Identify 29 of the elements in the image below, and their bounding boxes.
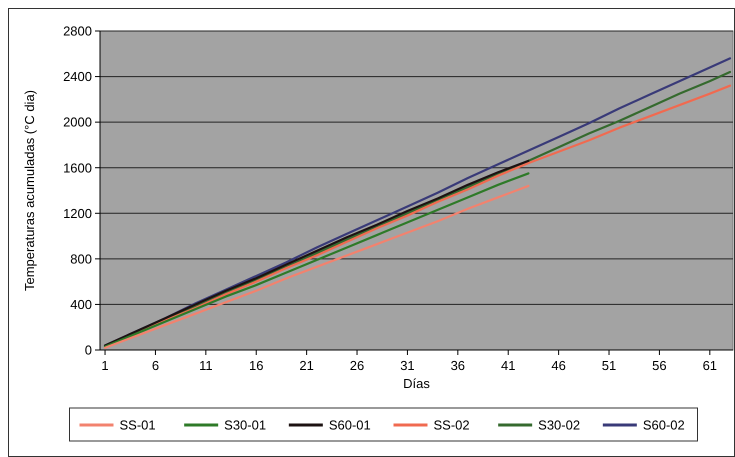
x-tick-label: 31 [400, 358, 415, 373]
x-tick-label: 6 [152, 358, 160, 373]
legend-label: S30-02 [538, 418, 580, 433]
legend-label: S30-01 [224, 418, 266, 433]
legend-label: SS-01 [120, 418, 156, 433]
y-tick-label: 2800 [63, 24, 92, 39]
y-tick-label: 400 [70, 296, 92, 312]
legend-label: S60-01 [328, 418, 371, 433]
legend-label: S60-02 [642, 418, 685, 433]
y-tick-label: 2400 [63, 69, 92, 84]
y-tick-label: 1200 [63, 206, 92, 221]
x-tick-label: 51 [602, 358, 616, 373]
x-tick-label: 56 [652, 358, 667, 373]
x-tick-label: 21 [299, 358, 314, 373]
legend-label: SS-02 [434, 418, 470, 433]
x-tick-label: 46 [551, 358, 566, 373]
y-tick-label: 1600 [63, 160, 92, 176]
x-tick-label: 61 [702, 358, 718, 373]
y-tick-label: 800 [70, 251, 92, 266]
x-tick-label: 1 [101, 358, 109, 373]
x-tick-label: 11 [199, 358, 213, 373]
x-tick-label: 36 [450, 358, 466, 373]
x-axis-title: Días [403, 376, 430, 391]
x-tick-label: 26 [350, 358, 364, 373]
y-axis-title: Temperaturas acumuladas (°C dia) [22, 90, 37, 292]
x-tick-label: 41 [500, 358, 516, 373]
x-tick-label: 16 [249, 358, 264, 373]
y-tick-label: 2000 [63, 114, 92, 130]
y-tick-label: 0 [84, 342, 92, 358]
